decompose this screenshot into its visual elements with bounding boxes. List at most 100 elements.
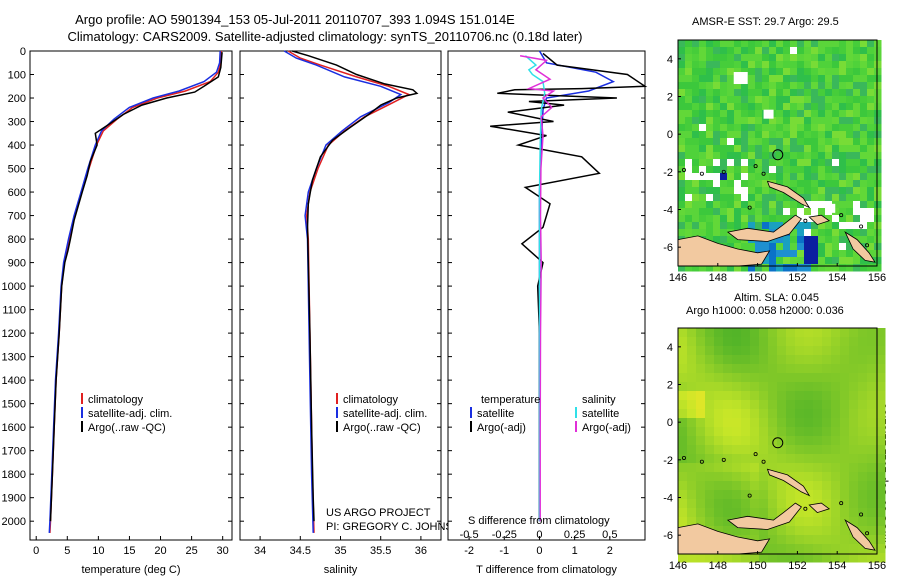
sst-map-island (681, 167, 686, 172)
sla-cell (813, 400, 823, 410)
sla-cell (831, 391, 841, 401)
sst-cell (825, 264, 833, 272)
sst-cell (797, 124, 805, 132)
sla-cell (732, 382, 742, 392)
sst-cell (720, 131, 728, 139)
sla-cell (750, 337, 760, 347)
sst-cell (811, 40, 819, 48)
sla-cell (768, 391, 778, 401)
sla-cell (705, 382, 715, 392)
sst-cell (727, 173, 735, 181)
sst-cell (769, 159, 777, 167)
sst-cell (860, 110, 868, 118)
sst-cell (755, 96, 763, 104)
sla-cell (849, 337, 859, 347)
sla-cell (696, 373, 706, 383)
sla-cell (750, 373, 760, 383)
sst-cell (867, 131, 875, 139)
sla-cell (831, 481, 841, 491)
sst-cell (804, 82, 812, 90)
difference-salinity-tick-label: -0.5 (460, 529, 479, 541)
sst-cell (818, 208, 826, 216)
difference-series-s-satellite (524, 55, 546, 522)
sst-cell (797, 243, 805, 251)
sla-cell (705, 400, 715, 410)
sst-cell (860, 145, 868, 153)
sst-cell (678, 40, 686, 48)
sla-cell (786, 445, 796, 455)
sla-cell (759, 454, 769, 464)
sst-cell (692, 75, 700, 83)
sst-cell (748, 187, 756, 195)
sla-cell (849, 409, 859, 419)
sla-cell (822, 355, 832, 365)
sst-cell (741, 89, 749, 97)
sla-cell (804, 526, 814, 536)
sla-cell (714, 454, 724, 464)
sla-map-island (839, 501, 844, 506)
sst-cell (685, 264, 693, 272)
sla-cell (768, 409, 778, 419)
sla-cell (714, 400, 724, 410)
sla-cell (759, 472, 769, 482)
sla-cell (858, 400, 868, 410)
sst-cell (699, 124, 707, 132)
sst-cell (825, 229, 833, 237)
sla-cell (768, 337, 778, 347)
sla-map-ytick-label: -6 (663, 530, 673, 542)
sla-cell (723, 418, 733, 428)
sst-cell (706, 201, 714, 209)
sla-cell (822, 508, 832, 518)
sst-cell (818, 138, 826, 146)
sla-cell (867, 526, 877, 536)
sst-cell (790, 61, 798, 69)
sla-cell (849, 391, 859, 401)
project-annotation: US ARGO PROJECT (326, 507, 431, 519)
sla-map-ytick-label: 2 (667, 380, 673, 392)
sla-cell (723, 508, 733, 518)
sst-cell (685, 124, 693, 132)
sst-cell (776, 131, 784, 139)
sla-cell (804, 463, 814, 473)
sla-cell (714, 427, 724, 437)
sst-cell (874, 173, 882, 181)
sst-cell (678, 187, 686, 195)
sla-cell (678, 355, 688, 365)
sla-cell (759, 553, 769, 563)
sst-cell (846, 208, 854, 216)
sla-cell (840, 427, 850, 437)
sst-cell (832, 201, 840, 209)
sst-cell (804, 47, 812, 55)
sla-cell (750, 328, 760, 338)
sst-cell (804, 138, 812, 146)
sla-cell (849, 355, 859, 365)
sst-cell (692, 54, 700, 62)
depth-tick-label: 800 (8, 234, 26, 246)
sst-cell (832, 61, 840, 69)
sst-cell (755, 145, 763, 153)
sst-cell (720, 194, 728, 202)
sla-cell (705, 508, 715, 518)
sla-cell (786, 481, 796, 491)
sla-cell (750, 472, 760, 482)
sla-cell (840, 472, 850, 482)
sst-cell (783, 173, 791, 181)
sst-cell (748, 243, 756, 251)
sst-cell (839, 201, 847, 209)
sst-cell (734, 187, 742, 195)
sla-cell (831, 463, 841, 473)
sla-cell (804, 409, 814, 419)
sst-cell (832, 117, 840, 125)
sla-cell (822, 337, 832, 347)
sst-cell (783, 110, 791, 118)
sst-cell (741, 61, 749, 69)
sst-cell (734, 166, 742, 174)
sla-cell (678, 553, 688, 563)
sla-map-island (859, 512, 864, 517)
sst-cell (825, 96, 833, 104)
sst-cell (825, 152, 833, 160)
sst-cell (692, 40, 700, 48)
sla-cell (876, 535, 886, 545)
sst-cell (797, 110, 805, 118)
sla-cell (804, 346, 814, 356)
